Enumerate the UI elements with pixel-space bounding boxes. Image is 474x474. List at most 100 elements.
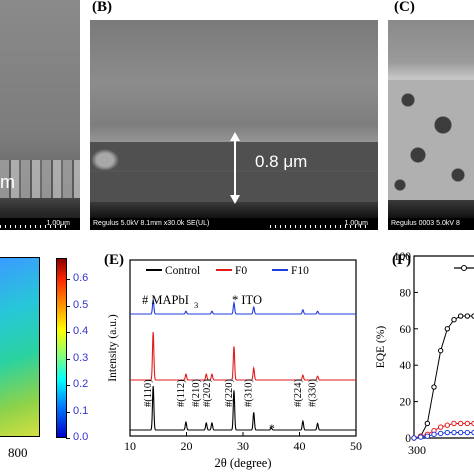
data-point xyxy=(424,420,431,427)
data-point xyxy=(444,326,451,332)
y-tick-label: 40 xyxy=(400,360,412,372)
y-tick-label: 20 xyxy=(400,397,412,409)
data-point xyxy=(451,429,457,436)
ito-marker: * xyxy=(269,421,275,435)
panel-label-b: (B) xyxy=(92,0,112,15)
data-point xyxy=(437,424,444,430)
series-line xyxy=(130,299,356,315)
colorbar-tick-label: 0.1 xyxy=(73,404,89,417)
plane-label: #(224) xyxy=(293,379,304,407)
thickness-label-a: m xyxy=(0,172,15,192)
colorbar-tick-mark xyxy=(66,358,70,360)
heatmap-frame xyxy=(0,257,40,437)
scale-label-a: 1.00μm xyxy=(46,220,71,227)
data-point xyxy=(417,434,424,440)
data-point xyxy=(431,384,437,390)
data-point xyxy=(437,347,444,354)
series-line xyxy=(130,331,356,381)
x-axis-label: 2θ (degree) xyxy=(215,456,272,470)
colorbar-tick-label: 0.0 xyxy=(73,431,89,443)
colorbar-tick-mark xyxy=(66,279,70,281)
sem-info-b: Regulus 5.0kV 8.1mm x30.0k SE(UL) xyxy=(93,220,210,227)
plane-label: #(202) xyxy=(202,379,213,407)
sem-info-bar-b: Regulus 5.0kV 8.1mm x30.0k SE(UL) 1.00μm xyxy=(90,218,378,230)
series-line xyxy=(413,315,474,439)
data-point xyxy=(471,429,474,436)
colorbar-tick-mark xyxy=(66,438,70,439)
panel-label-e: (E) xyxy=(104,252,124,268)
data-point xyxy=(451,420,457,427)
legend-label: Control xyxy=(165,265,200,277)
data-point xyxy=(471,313,474,319)
heatmap-d xyxy=(0,257,40,437)
x-tick-label: 50 xyxy=(350,439,362,453)
substrate-layer xyxy=(90,202,378,218)
colorbar-tick-mark xyxy=(66,332,70,334)
data-point xyxy=(444,429,451,436)
sem-image-a: m 1.00μm xyxy=(0,0,80,230)
legend-label: F0 xyxy=(235,265,247,277)
scale-bar-b xyxy=(270,225,370,228)
annotation-ito: * ITO xyxy=(232,293,262,307)
data-point xyxy=(431,431,437,438)
colorbar xyxy=(56,258,67,438)
sem-image-b: 0.8 μm Regulus 5.0kV 8.1mm x30.0k SE(UL)… xyxy=(90,20,378,230)
thickness-label: 0.8 μm xyxy=(255,152,308,171)
x-tick-label: 10 xyxy=(124,439,136,453)
data-point xyxy=(457,420,464,427)
porous-film xyxy=(388,80,474,200)
plot-frame xyxy=(129,259,357,437)
data-point xyxy=(464,313,471,319)
colorbar-tick-label: 0.5 xyxy=(73,298,89,311)
data-point xyxy=(411,435,417,441)
y-axis-label: EQE (%) xyxy=(375,326,387,369)
colorbar-tick-label: 0.3 xyxy=(73,351,89,364)
data-point xyxy=(444,422,451,428)
x-tick-label: 30 xyxy=(237,439,249,453)
scale-bar-a xyxy=(0,225,70,228)
data-point xyxy=(424,433,431,439)
plane-label: #(220) xyxy=(224,379,235,407)
film-cross-section xyxy=(0,160,80,198)
data-point xyxy=(437,430,444,437)
colorbar-tick-label: 0.4 xyxy=(73,325,89,338)
xrd-chart: Control F0 F10 # MAPbI 3 * ITO * #(110) #(112) #(… xyxy=(107,259,362,470)
series-line xyxy=(413,422,474,439)
y-tick-label: 0 xyxy=(405,433,411,445)
x-tick-800: 800 xyxy=(8,445,28,460)
panel-label-c: (C) xyxy=(394,0,415,15)
series-line xyxy=(413,432,474,439)
sem-image-c: Regulus 0003 5.0kV 8 xyxy=(388,20,474,230)
data-point xyxy=(464,420,471,427)
y-tick-label: 80 xyxy=(400,287,412,299)
y-tick-label: 60 xyxy=(400,324,412,336)
plane-label: #(330) xyxy=(308,379,319,407)
x-tick-label: 20 xyxy=(181,439,193,453)
colorbar-tick-mark xyxy=(66,385,70,387)
colorbar-tick-label: 0.6 xyxy=(73,272,89,285)
series-line xyxy=(130,385,356,431)
plane-label: #(210) xyxy=(191,379,202,407)
plot-frame xyxy=(413,255,474,439)
y-axis-label: Intensity (a.u.) xyxy=(107,314,119,382)
data-point xyxy=(457,429,464,436)
plane-label: #(310) xyxy=(244,379,255,407)
eqe-chart: 0 20 40 60 80 100 300 EQE (%) xyxy=(375,251,474,457)
plane-label: #(112) xyxy=(176,379,187,407)
sem-info-c: Regulus 0003 5.0kV 8 xyxy=(391,220,460,227)
colorbar-tick-label: 0.2 xyxy=(73,378,89,391)
annotation-mapbi3: # MAPbI xyxy=(142,293,189,307)
plane-label: #(110) xyxy=(143,379,154,407)
colorbar-tick-mark xyxy=(66,411,70,413)
data-point xyxy=(464,429,471,436)
data-point xyxy=(471,420,474,427)
substrate-layer-c xyxy=(388,200,474,218)
colorbar-tick-mark xyxy=(66,305,70,307)
y-tick-label: 100 xyxy=(394,251,412,263)
thickness-arrow xyxy=(230,132,240,204)
annotation-mapbi3-subscript: 3 xyxy=(194,300,198,310)
sem-info-bar-a: 1.00μm xyxy=(0,218,80,230)
legend-marker xyxy=(461,265,467,271)
x-tick-label: 40 xyxy=(294,439,306,453)
data-point xyxy=(451,317,457,323)
